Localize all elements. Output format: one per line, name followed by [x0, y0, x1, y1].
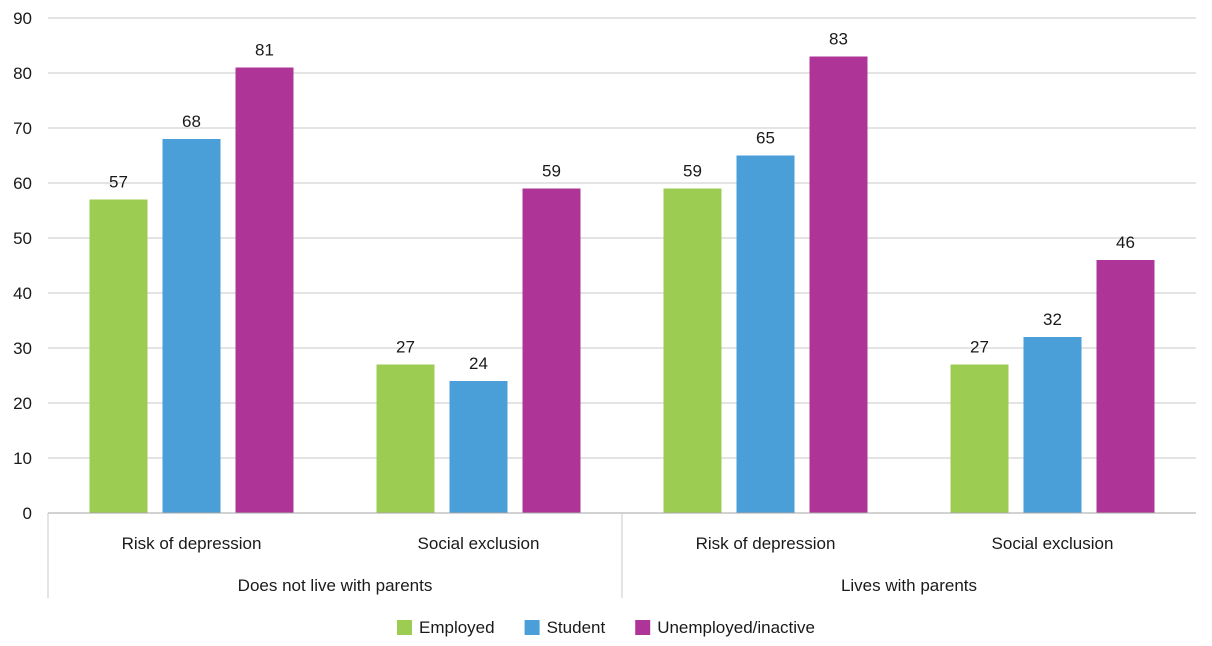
legend-item: Student: [524, 618, 606, 637]
data-label: 68: [182, 112, 201, 131]
legend-label: Employed: [419, 618, 495, 637]
x-category-label: Social exclusion: [992, 534, 1114, 553]
x-category-label: Social exclusion: [418, 534, 540, 553]
data-label: 59: [542, 162, 561, 181]
y-tick-label: 90: [13, 9, 32, 28]
data-labels: 57 27 59 27 68 24 65 32 81 59 83 46: [109, 30, 1135, 374]
legend-swatch: [396, 620, 412, 635]
bar-student: [1023, 337, 1082, 513]
bar-employed: [663, 188, 722, 513]
data-label: 65: [756, 129, 775, 148]
x-category-label: Risk of depression: [122, 534, 262, 553]
y-tick-label: 60: [13, 174, 32, 193]
data-label: 24: [469, 354, 488, 373]
x-group-label: Lives with parents: [841, 576, 977, 595]
y-axis-ticks: 0 10 20 30 40 50 60 70 80 90: [13, 9, 32, 523]
bar-employed: [376, 364, 435, 513]
data-label: 27: [970, 338, 989, 357]
data-label: 57: [109, 173, 128, 192]
bar-unemployed-inactive: [522, 188, 581, 513]
bar-student: [736, 155, 795, 513]
y-tick-label: 50: [13, 229, 32, 248]
bar-unemployed-inactive: [235, 67, 294, 513]
bar-student: [449, 381, 508, 513]
y-tick-label: 10: [13, 449, 32, 468]
bar-employed: [89, 199, 148, 513]
legend-label: Unemployed/inactive: [657, 618, 815, 637]
data-label: 83: [829, 30, 848, 49]
legend-item: Employed: [396, 618, 495, 637]
y-tick-label: 0: [23, 504, 32, 523]
bars: [89, 56, 1155, 513]
y-tick-label: 80: [13, 64, 32, 83]
bar-unemployed-inactive: [1096, 260, 1155, 513]
y-tick-label: 20: [13, 394, 32, 413]
y-tick-label: 70: [13, 119, 32, 138]
x-category-label: Risk of depression: [696, 534, 836, 553]
data-label: 46: [1116, 233, 1135, 252]
legend-swatch: [635, 620, 651, 635]
legend-label: Student: [547, 618, 606, 637]
legend: Employed Student Unemployed/inactive: [396, 618, 815, 637]
data-label: 81: [255, 41, 274, 60]
data-label: 59: [683, 162, 702, 181]
bar-student: [162, 139, 221, 513]
x-group-label: Does not live with parents: [238, 576, 433, 595]
x-axis: Risk of depression Social exclusion Risk o…: [47, 512, 1196, 598]
bar-employed: [950, 364, 1009, 513]
data-label: 32: [1043, 310, 1062, 329]
bar-unemployed-inactive: [809, 56, 868, 513]
data-label: 27: [396, 338, 415, 357]
y-tick-label: 40: [13, 284, 32, 303]
legend-item: Unemployed/inactive: [635, 618, 815, 637]
y-tick-label: 30: [13, 339, 32, 358]
legend-swatch: [524, 620, 540, 635]
